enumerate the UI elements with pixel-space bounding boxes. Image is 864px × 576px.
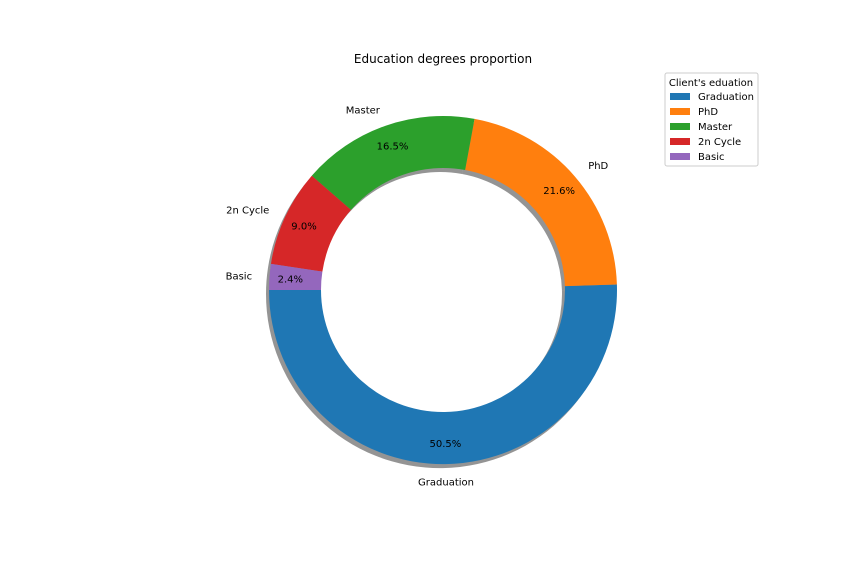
slice-master [311,115,475,210]
category-label-phd: PhD [588,161,608,172]
legend: Client's eduation Graduation PhD Master 2n … [664,72,759,167]
legend-swatch-basic [670,153,690,160]
legend-swatch-phd [670,108,690,115]
category-label-basic: Basic [226,272,252,283]
legend-items: Graduation PhD Master 2n Cycle Basic [670,92,754,163]
legend-swatch-2n-cycle [670,138,690,145]
legend-swatch-graduation [670,93,690,100]
slice-2n-cycle [270,175,351,272]
legend-label-2n-cycle: 2n Cycle [698,137,741,148]
category-label-graduation: Graduation [418,477,474,488]
pct-label-master: 16.5% [377,141,409,152]
legend-label-phd: PhD [698,107,718,118]
pct-label-graduation: 50.5% [430,439,462,450]
pct-label-basic: 2.4% [278,275,303,286]
legend-label-master: Master [698,122,733,133]
pct-label-phd: 21.6% [543,186,575,197]
slice-graduation [268,284,617,465]
slice-basic [269,263,323,290]
pct-label-2n-cycle: 9.0% [291,222,316,233]
legend-title: Client's eduation [669,78,753,89]
legend-swatch-master [670,123,690,130]
donut-slices [268,115,617,465]
legend-label-basic: Basic [698,152,724,163]
slice-labels: 50.5% Graduation 21.6% PhD 16.5% Master 9.0% 2n… [226,105,609,488]
category-label-master: Master [346,105,381,116]
chart-title: Education degrees proportion [354,52,532,66]
category-label-2n-cycle: 2n Cycle [226,206,269,217]
legend-label-graduation: Graduation [698,92,754,103]
slice-phd [465,118,617,287]
